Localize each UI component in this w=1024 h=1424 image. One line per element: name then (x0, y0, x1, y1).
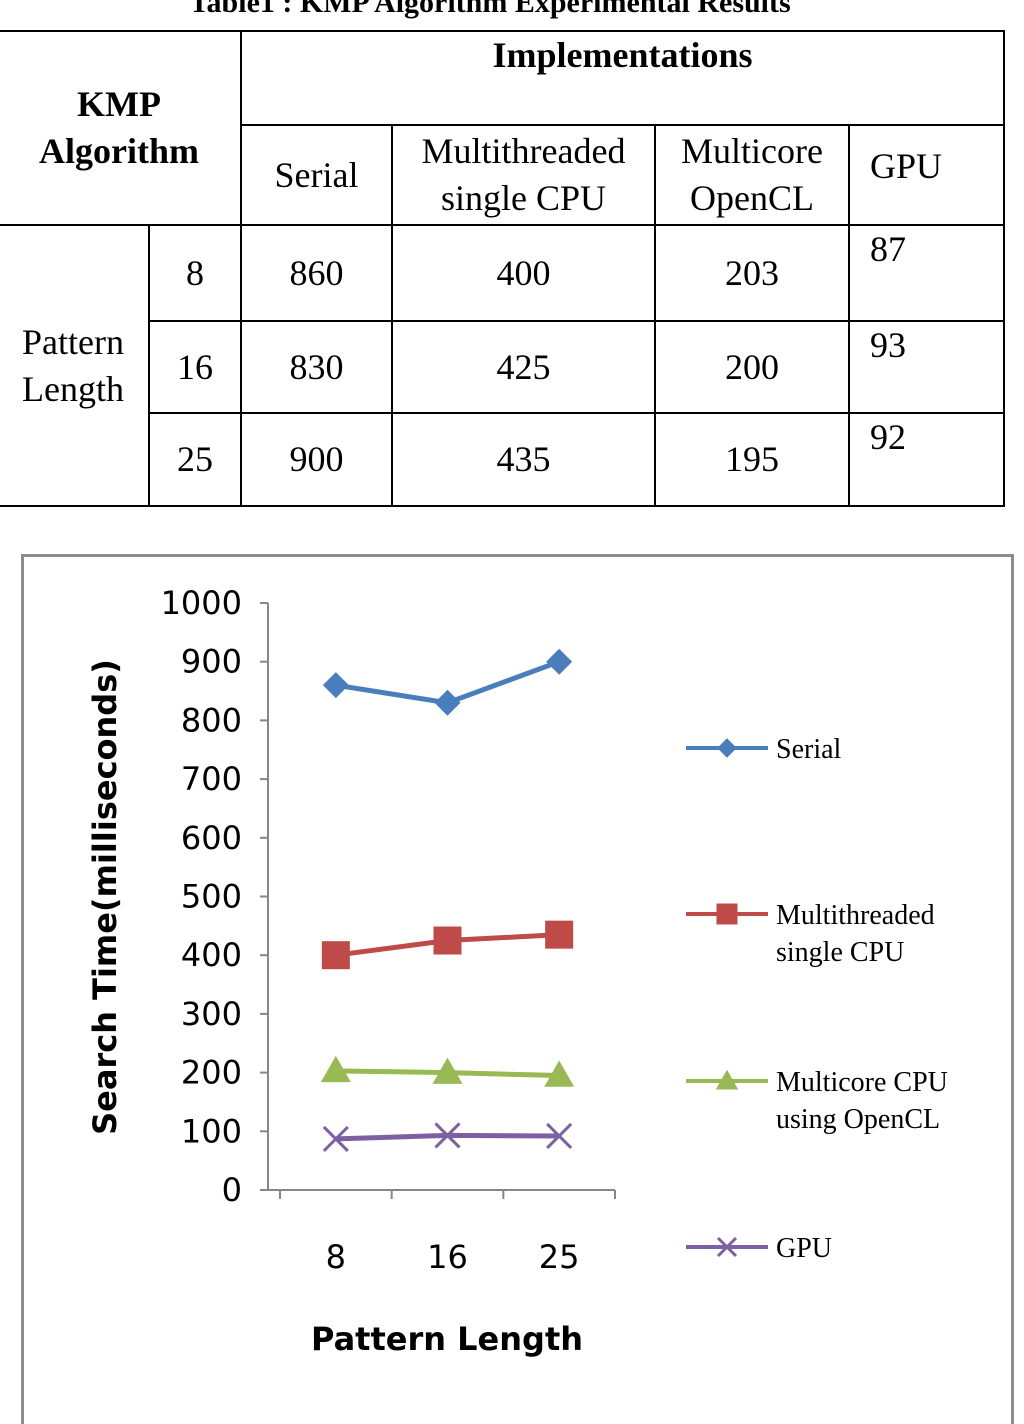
legend-item: Serial (686, 734, 842, 765)
serial-cell: 860 (240, 224, 393, 322)
chart-frame (21, 554, 1014, 1424)
y-tick-label: 200 (181, 1054, 242, 1092)
data-point (433, 926, 462, 955)
row-group-header-line-1: Pattern (22, 321, 124, 362)
x-axis-title: Pattern Length (311, 1320, 583, 1358)
legend-item: Multithreaded single CPU (686, 900, 935, 968)
legend-label: Multithreaded (776, 900, 935, 931)
data-point (322, 672, 349, 699)
table-row: 16 830 425 200 93 (0, 320, 1005, 414)
x-marker (716, 1236, 738, 1258)
y-tick-label: 600 (181, 819, 242, 857)
y-tick-label: 300 (181, 995, 242, 1033)
pattern-length-cell: 16 (148, 320, 242, 414)
column-header-gpu: GPU (848, 124, 1005, 226)
data-point (432, 1057, 463, 1084)
multithreaded-cell: 425 (391, 320, 656, 414)
y-tick-label: 0 (222, 1171, 242, 1209)
data-point (544, 1060, 575, 1087)
results-table: KMP Algorithm Implementations Serial Mul… (0, 30, 1005, 507)
column-header-serial-line-1: Serial (274, 154, 359, 195)
column-header-multithreaded-line-1: Multithreaded (421, 131, 626, 172)
series-layer (320, 648, 575, 1152)
x-axis: 8 16 25 (268, 1189, 616, 1276)
row-group-header-line-2: Length (22, 368, 124, 409)
pattern-length-cell: 25 (148, 412, 242, 507)
gpu-cell: 87 (848, 224, 1005, 322)
table-row: Pattern Length 8 860 400 203 87 (0, 224, 1005, 507)
y-tick-label: 100 (181, 1112, 242, 1150)
data-point (434, 689, 461, 716)
x-tick-label: 8 (326, 1238, 346, 1276)
chart-legend: Serial Multithreaded single CPU Multicore C… (686, 734, 948, 1264)
column-header-multithreaded: Multithreaded single CPU (391, 124, 656, 226)
corner-header: KMP Algorithm (0, 30, 242, 226)
implementations-header: Implementations (240, 30, 1005, 126)
y-tick-label: 500 (181, 878, 242, 916)
gpu-cell: 93 (848, 320, 1005, 414)
y-tick-label: 700 (181, 760, 242, 798)
x-tick-label: 16 (427, 1238, 468, 1276)
gpu-cell: 92 (848, 412, 1005, 507)
triangle-marker (715, 1069, 739, 1090)
data-point (545, 920, 574, 949)
serial-cell: 900 (240, 412, 393, 507)
legend-label: Serial (776, 734, 842, 765)
legend-label: using OpenCL (776, 1104, 940, 1135)
column-header-serial: Serial (240, 124, 393, 226)
row-group-header: Pattern Length (0, 224, 150, 507)
data-point (320, 1055, 351, 1083)
multicore-cell: 203 (654, 224, 850, 322)
legend-item: GPU (686, 1233, 832, 1264)
legend-label: GPU (776, 1233, 832, 1264)
data-point (546, 1122, 573, 1150)
multithreaded-cell: 400 (391, 224, 656, 322)
y-tick-label: 800 (181, 701, 242, 739)
corner-header-line-2: Algorithm (39, 131, 199, 171)
column-header-multicore-line-1: Multicore (681, 131, 823, 172)
legend-item: Multicore CPU using OpenCL (686, 1067, 948, 1135)
column-header-multicore: Multicore OpenCL (654, 124, 850, 226)
data-point (322, 1125, 349, 1152)
y-axis: 0 100 200 300 400 500 600 700 800 900 1000 (161, 584, 269, 1209)
legend-label: Multicore CPU (776, 1067, 948, 1098)
column-header-gpu-line-1: GPU (870, 145, 943, 186)
table-caption: Table1 : KMP Algorithm Experimental Resu… (189, 0, 791, 19)
column-header-multithreaded-line-2: single CPU (440, 178, 607, 218)
column-header-multicore-line-2: OpenCL (690, 178, 814, 218)
pattern-length-cell: 8 (148, 224, 242, 322)
y-tick-label: 900 (181, 643, 242, 681)
y-axis-title: Search Time(milliseconds) (86, 659, 124, 1135)
data-point (546, 648, 573, 675)
square-marker (716, 903, 738, 925)
serial-cell: 830 (240, 320, 393, 414)
y-tick-label: 400 (181, 936, 242, 974)
multicore-cell: 195 (654, 412, 850, 507)
corner-header-line-1: KMP (77, 84, 161, 125)
multicore-cell: 200 (654, 320, 850, 414)
data-point (321, 941, 350, 970)
x-tick-label: 25 (539, 1238, 580, 1276)
y-tick-label: 1000 (161, 584, 242, 622)
diamond-marker (717, 738, 737, 758)
legend-label: single CPU (776, 937, 904, 968)
data-point (434, 1122, 461, 1149)
table-row: 25 900 435 195 92 (0, 412, 1005, 507)
multithreaded-cell: 435 (391, 412, 656, 507)
